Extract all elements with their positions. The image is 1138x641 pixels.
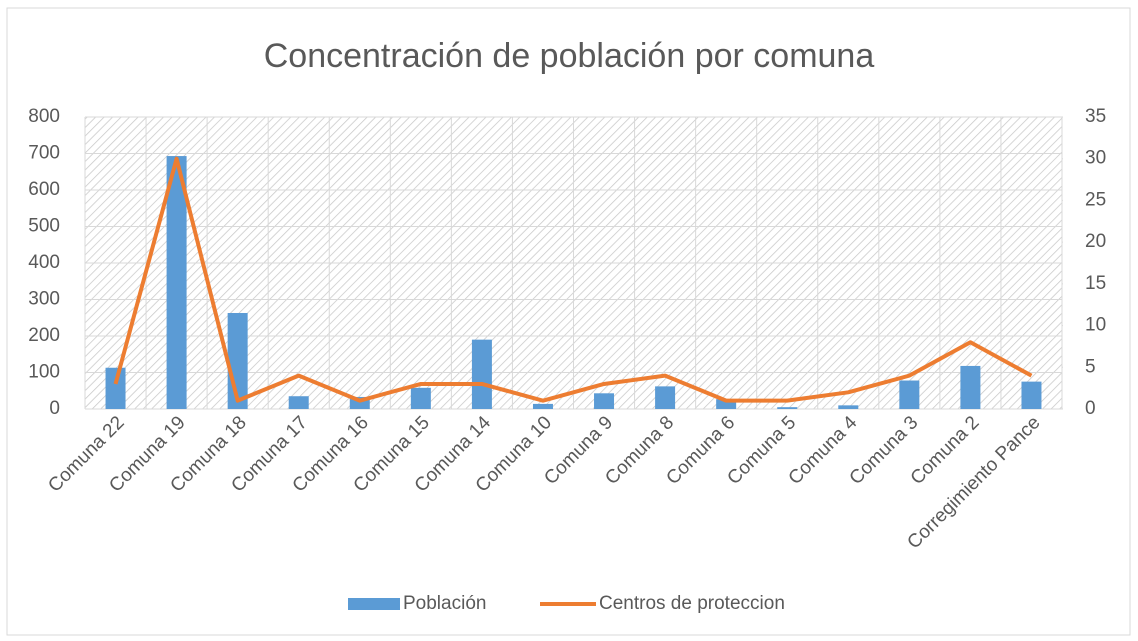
y2-tick-label: 15 [1085, 273, 1106, 294]
bar [655, 386, 676, 409]
bar [105, 367, 126, 409]
y2-tick-label: 35 [1085, 106, 1106, 127]
bar [838, 405, 859, 409]
bar [594, 393, 615, 409]
bar [288, 396, 309, 409]
y2-tick-label: 20 [1085, 231, 1106, 252]
y2-tick-label: 30 [1085, 148, 1106, 169]
line [113, 156, 1033, 403]
y-tick-label: 100 [28, 362, 60, 383]
bar [471, 339, 492, 409]
y-tick-label: 700 [28, 143, 60, 164]
y-tick-label: 0 [49, 398, 60, 419]
bar [532, 403, 553, 409]
bar [899, 380, 920, 409]
y-tick-label: 600 [28, 179, 60, 200]
bar [716, 399, 737, 409]
y-tick-label: 500 [28, 216, 60, 237]
y2-tick-label: 0 [1085, 398, 1096, 419]
bar [410, 387, 431, 409]
bar [166, 156, 187, 409]
bar [1021, 381, 1042, 409]
chart-title: Concentración de población por comuna [264, 37, 875, 75]
y-tick-label: 400 [28, 252, 60, 273]
y2-tick-label: 10 [1085, 315, 1106, 336]
y2-tick-label: 25 [1085, 189, 1106, 210]
legend-label: Población [403, 593, 486, 614]
bar [960, 365, 981, 409]
y2-tick-label: 5 [1085, 356, 1096, 377]
y-tick-label: 300 [28, 289, 60, 310]
bar [777, 407, 798, 409]
y-tick-label: 200 [28, 325, 60, 346]
legend-label: Centros de proteccion [599, 593, 785, 614]
y-tick-label: 800 [28, 106, 60, 127]
legend-swatch [348, 598, 400, 610]
